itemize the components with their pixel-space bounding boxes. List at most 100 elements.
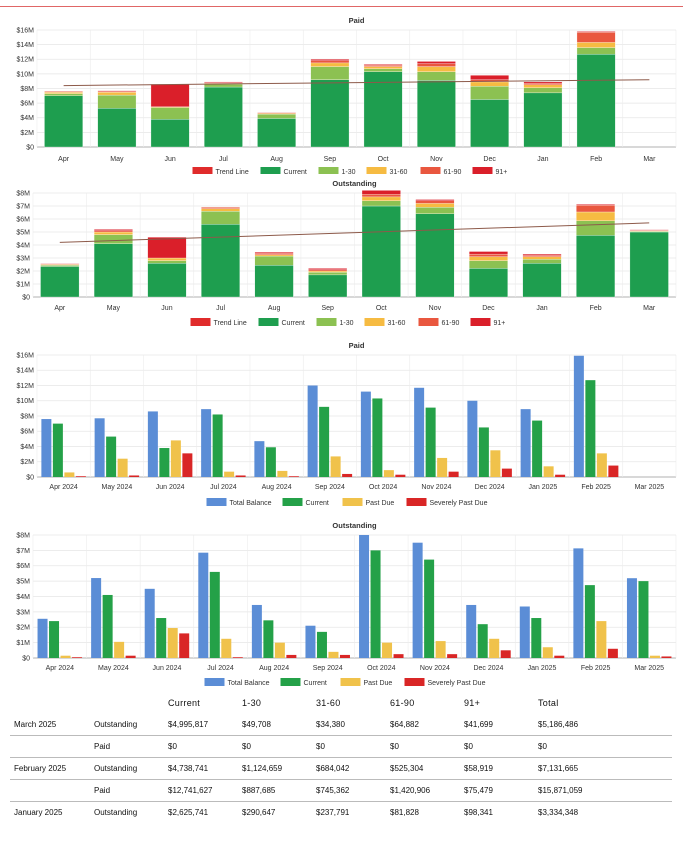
bar-current-jul [201, 224, 240, 298]
bar-total-balance-jul-2024 [198, 552, 209, 658]
bar-1-30-sep [310, 66, 350, 80]
bar-current-sep-2024 [316, 631, 327, 658]
bar-31-60-oct [363, 66, 403, 69]
x-tick-label: Feb 2025 [581, 665, 611, 672]
y-tick-label: $16M [16, 352, 34, 359]
bar-61-90-jul [201, 207, 240, 209]
bar-31-60-sep [310, 62, 350, 67]
bar-total-balance-apr-2024 [41, 419, 52, 477]
bar-severely-past-due-apr-2024 [72, 657, 83, 658]
amount-cell: $75,479 [460, 779, 534, 802]
bar-1-30-feb [576, 220, 616, 236]
aging-summary-table: Current 1-30 31-60 61-90 91+ Total March… [10, 694, 672, 823]
bar-past-due-aug-2024 [274, 642, 285, 658]
bar-1-30-sep [308, 272, 348, 276]
bar-1-30-nov [415, 207, 455, 214]
x-tick-label: Nov 2024 [420, 665, 450, 672]
legend-label-1-30: 1-30 [340, 320, 354, 327]
bar-31-60-may [93, 231, 133, 235]
bar-severely-past-due-jan-2025 [555, 474, 566, 477]
chart-title: Outstanding [332, 179, 377, 188]
table-header-cell [10, 694, 90, 714]
bar-91-dec [470, 75, 509, 80]
bar-severely-past-due-apr-2024 [75, 476, 86, 477]
bar-91-aug [254, 252, 294, 254]
x-tick-label: May 2024 [102, 484, 133, 491]
bar-past-due-jan-2025 [543, 466, 554, 477]
y-tick-label: $12M [16, 57, 34, 64]
y-tick-label: $3M [16, 255, 30, 262]
amount-cell: $41,699 [460, 714, 534, 736]
legend-label-61-90: 61-90 [444, 169, 462, 174]
bar-total-balance-oct-2024 [359, 535, 370, 658]
bar-severely-past-due-may-2024 [129, 475, 140, 477]
bar-91-jan [523, 81, 563, 84]
trend-line [59, 222, 650, 243]
bar-61-90-sep [308, 269, 348, 272]
amount-cell: $81,828 [390, 808, 419, 817]
legend-swatch-current [282, 498, 303, 506]
bar-total-balance-dec-2024 [467, 400, 478, 477]
bar-current-nov [415, 213, 455, 298]
bar-total-balance-jan-2025 [520, 409, 531, 477]
bar-31-60-oct [361, 196, 401, 201]
bar-current-jan [523, 92, 563, 148]
bar-current-dec-2024 [478, 427, 489, 477]
legend-label-current: Current [306, 500, 329, 507]
amount-cell: $64,882 [386, 714, 460, 736]
bar-91-feb [576, 204, 616, 206]
bar-severely-past-due-jun-2024 [182, 453, 193, 477]
y-tick-label: $6M [20, 101, 34, 108]
legend-label-trend-line: Trend Line [214, 320, 247, 327]
bar-current-mar-2025 [638, 581, 649, 658]
y-tick-label: $14M [16, 368, 34, 375]
legend-swatch-past-due [340, 678, 361, 686]
type-cell: Outstanding [94, 808, 138, 817]
y-tick-label: $0 [26, 474, 34, 481]
bar-total-balance-mar-2025 [626, 578, 637, 658]
bar-1-30-jun [150, 107, 190, 120]
y-tick-label: $5M [16, 579, 30, 586]
x-tick-label: Feb [590, 305, 602, 312]
legend-swatch-trend-line [192, 167, 213, 174]
table-header-cell: 1-30 [242, 698, 262, 708]
x-tick-label: Jul [219, 156, 228, 163]
paid-stacked-svg: Paid $0 $2M $4M $6M $8M $10M $12M $14M $16M Apr May… [16, 16, 677, 174]
amount-cell: $3,334,348 [538, 808, 579, 817]
bar-past-due-oct-2024 [383, 470, 394, 477]
top-divider [0, 6, 683, 7]
trend-line [63, 79, 650, 87]
bar-61-90-jan [522, 255, 562, 257]
x-tick-label: May 2024 [98, 665, 129, 672]
bar-31-60-dec [469, 256, 508, 261]
bar-61-90-nov [417, 63, 456, 67]
amount-cell: $4,995,817 [164, 714, 238, 736]
legend-swatch-91 [470, 318, 491, 326]
x-tick-label: Dec [483, 156, 496, 163]
bar-total-balance-jun-2024 [147, 411, 158, 477]
bar-current-sep-2024 [319, 406, 330, 477]
bar-current-jul [204, 86, 243, 148]
bar-1-30-jan [522, 259, 562, 264]
x-tick-label: Jan 2025 [528, 665, 557, 672]
amount-cell: $15,871,059 [534, 779, 672, 802]
type-cell: Outstanding [90, 757, 164, 780]
bar-severely-past-due-dec-2024 [501, 468, 512, 477]
x-tick-label: May [110, 156, 124, 163]
bar-91-may [93, 229, 133, 231]
bar-91-jan [522, 253, 562, 256]
x-tick-label: Mar [643, 156, 656, 163]
y-tick-label: $12M [16, 383, 34, 390]
month-cell [10, 735, 90, 758]
table-header-cell: Current [168, 698, 201, 708]
legend-swatch-severely-past-due [404, 678, 425, 686]
bar-past-due-dec-2024 [489, 638, 500, 658]
bar-current-dec-2024 [477, 624, 488, 658]
bar-past-due-feb-2025 [596, 453, 607, 477]
bar-severely-past-due-jul-2024 [235, 475, 246, 477]
bar-current-sep [310, 79, 350, 148]
bar-91-sep [310, 59, 350, 61]
bar-past-due-mar-2025 [649, 655, 660, 658]
amount-cell: $5,186,486 [534, 714, 672, 736]
bar-31-60-feb [576, 211, 616, 221]
